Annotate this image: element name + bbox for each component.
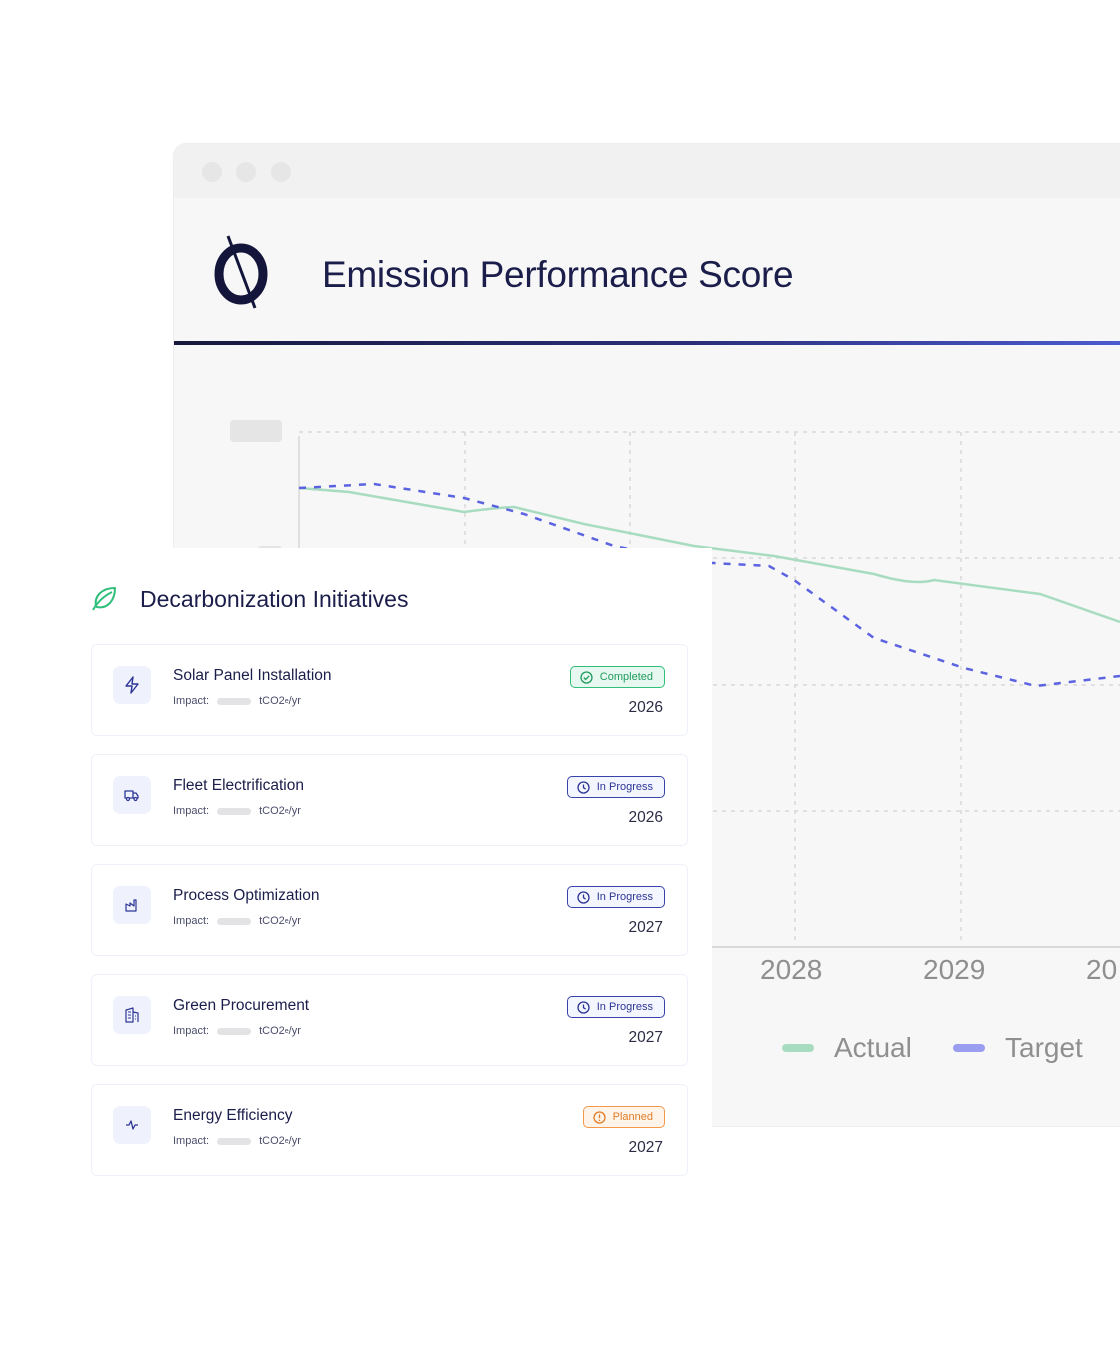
status-badge: Planned: [582, 1106, 665, 1128]
impact-suffix: /yr: [288, 1025, 301, 1037]
header-divider: [174, 341, 1120, 345]
truck-icon: [124, 790, 139, 802]
legend-swatch-actual: [782, 1044, 814, 1052]
panel-title: Decarbonization Initiatives: [140, 585, 409, 612]
impact-unit: tCO2: [259, 915, 285, 927]
initiatives-panel: Decarbonization Initiatives Solar Panel …: [72, 548, 712, 1188]
status-label: Planned: [612, 1111, 653, 1123]
window-maximize-dot[interactable]: [271, 162, 291, 182]
legend-label: Actual: [834, 1032, 912, 1063]
building-icon: [125, 1007, 139, 1023]
impact-subscript: e: [284, 917, 289, 925]
impact-value-placeholder: [217, 917, 252, 925]
initiative-year: 2027: [628, 919, 663, 936]
initiative-impact: Impact: tCO2 e/yr: [173, 915, 301, 927]
initiative-impact: Impact: tCO2 e/yr: [173, 1135, 301, 1147]
impact-suffix: /yr: [288, 805, 301, 817]
initiative-icon-box: [113, 996, 151, 1034]
impact-subscript: e: [284, 1027, 289, 1035]
impact-suffix: /yr: [288, 1135, 301, 1147]
initiative-name: Process Optimization: [173, 887, 320, 904]
x-tick-label: 20: [1086, 954, 1118, 985]
status-badge: In Progress: [566, 776, 665, 798]
initiative-name: Fleet Electrification: [173, 777, 304, 794]
window-titlebar: [174, 144, 1120, 198]
initiative-card[interactable]: Solar Panel Installation Impact: tCO2 e/y…: [91, 644, 688, 736]
impact-unit: tCO2: [259, 1025, 285, 1037]
clock-icon: [577, 780, 590, 794]
leaf-icon: [92, 587, 116, 611]
impact-unit: tCO2: [259, 805, 285, 817]
initiative-name: Green Procurement: [173, 997, 310, 1014]
status-label: In Progress: [596, 781, 653, 793]
initiative-icon-box: [113, 1106, 151, 1144]
status-badge: Completed: [569, 666, 665, 688]
initiative-year: 2027: [628, 1139, 663, 1156]
status-label: In Progress: [596, 891, 653, 903]
panel-header: Decarbonization Initiatives: [90, 584, 408, 614]
initiative-impact: Impact: tCO2 e/yr: [173, 1025, 301, 1037]
legend-item-actual[interactable]: Actual: [782, 1032, 912, 1064]
initiative-impact: Impact: tCO2 e/yr: [173, 695, 301, 707]
initiative-name: Solar Panel Installation: [173, 667, 332, 684]
impact-subscript: e: [284, 697, 289, 705]
impact-value-placeholder: [217, 1027, 252, 1035]
initiative-name: Energy Efficiency: [173, 1107, 293, 1124]
legend-item-target[interactable]: Target: [953, 1032, 1083, 1064]
initiative-impact: Impact: tCO2 e/yr: [173, 805, 301, 817]
legend-swatch-target: [953, 1044, 985, 1052]
impact-value-placeholder: [217, 697, 252, 705]
initiative-card[interactable]: Process Optimization Impact: tCO2 e/yr In…: [91, 864, 688, 956]
initiative-icon-box: [113, 776, 151, 814]
factory-icon: [125, 899, 137, 912]
status-label: Completed: [599, 671, 653, 683]
y-tick-placeholder: [230, 420, 282, 442]
impact-subscript: e: [284, 807, 289, 815]
status-badge: In Progress: [566, 996, 665, 1018]
initiative-card[interactable]: Green Procurement Impact: tCO2 e/yr In Pr…: [91, 974, 688, 1066]
series-line-actual: [298, 486, 1120, 624]
window-minimize-dot[interactable]: [236, 162, 256, 182]
impact-unit: tCO2: [259, 1135, 285, 1147]
initiative-icon-box: [113, 666, 151, 704]
legend-label: Target: [1005, 1032, 1083, 1063]
impact-suffix: /yr: [288, 915, 301, 927]
initiative-card[interactable]: Energy Efficiency Impact: tCO2 e/yr Plann…: [91, 1084, 688, 1176]
brand-logo-icon: [214, 235, 268, 309]
page-title: Emission Performance Score: [322, 254, 794, 295]
alert-circle-icon: [592, 1110, 606, 1124]
window-header: Emission Performance Score: [174, 198, 1120, 342]
impact-label: Impact:: [173, 915, 210, 927]
impact-label: Impact:: [173, 805, 210, 817]
clock-icon: [577, 1000, 590, 1014]
window-close-dot[interactable]: [202, 162, 222, 182]
impact-suffix: /yr: [288, 695, 301, 707]
impact-value-placeholder: [217, 1137, 252, 1145]
initiative-card[interactable]: Fleet Electrification Impact: tCO2 e/yr I…: [91, 754, 688, 846]
initiative-year: 2027: [628, 1029, 663, 1046]
impact-subscript: e: [284, 1137, 289, 1145]
status-label: In Progress: [596, 1001, 653, 1013]
initiative-year: 2026: [628, 809, 663, 826]
check-circle-icon: [580, 670, 593, 684]
series-line-target: [298, 482, 1120, 688]
activity-icon: [126, 1120, 138, 1130]
impact-label: Impact:: [173, 1025, 210, 1037]
x-tick-label: 2028: [760, 954, 823, 985]
impact-value-placeholder: [217, 807, 252, 815]
x-tick-label: 2029: [923, 954, 986, 985]
clock-icon: [577, 890, 590, 904]
initiative-icon-box: [113, 886, 151, 924]
bolt-icon: [125, 676, 139, 694]
initiative-year: 2026: [628, 699, 663, 716]
impact-label: Impact:: [173, 1135, 210, 1147]
impact-unit: tCO2: [259, 695, 285, 707]
impact-label: Impact:: [173, 695, 210, 707]
status-badge: In Progress: [566, 886, 665, 908]
